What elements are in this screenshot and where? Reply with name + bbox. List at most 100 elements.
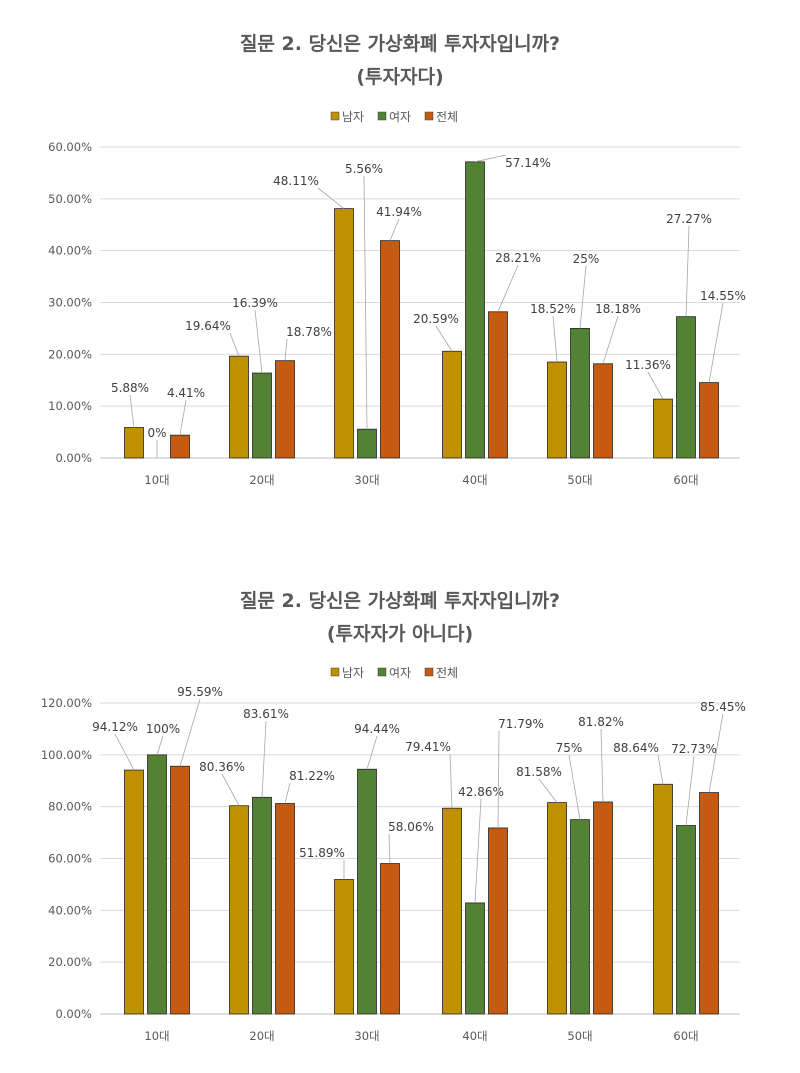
data-label: 16.39%: [232, 296, 278, 310]
data-label: 42.86%: [458, 785, 504, 799]
bar: [593, 801, 613, 1015]
x-tick-label: 50대: [567, 473, 592, 487]
x-tick-label: 10대: [144, 473, 169, 487]
legend-label: 남자: [342, 666, 364, 680]
leader-line: [647, 371, 664, 400]
leader-line: [317, 187, 345, 209]
bar: [547, 361, 567, 459]
bar: [653, 783, 673, 1015]
chart-title: 질문 2. 당신은 가상화폐 투자자입니까?: [240, 33, 560, 55]
leader-line: [708, 713, 724, 793]
bar: [252, 796, 272, 1015]
bar: [229, 355, 249, 459]
bar: [357, 768, 377, 1015]
y-tick-label: 50.00%: [48, 192, 92, 206]
bar: [170, 765, 190, 1015]
leader-line: [389, 218, 400, 241]
bar: [124, 769, 144, 1015]
data-label: 18.78%: [286, 325, 332, 339]
legend-swatch: [424, 111, 434, 121]
leader-line: [114, 733, 135, 771]
data-label: 58.06%: [388, 820, 434, 834]
bar: [275, 803, 295, 1015]
leader-line: [179, 698, 201, 767]
chart-title: (투자자가 아니다): [327, 623, 473, 645]
data-label: 27.27%: [666, 212, 712, 226]
legend-label: 전체: [436, 666, 458, 680]
y-tick-label: 40.00%: [48, 903, 92, 917]
data-label: 0%: [147, 426, 166, 440]
legend-swatch: [377, 111, 387, 121]
leader-line: [366, 735, 378, 770]
data-label: 25%: [573, 252, 600, 266]
data-label: 71.79%: [498, 717, 544, 731]
leader-line: [156, 735, 164, 755]
leader-line: [221, 773, 240, 806]
bar: [676, 316, 696, 459]
leader-line: [254, 309, 263, 374]
y-tick-label: 20.00%: [48, 347, 92, 361]
chart-title: 질문 2. 당신은 가상화폐 투자자입니까?: [240, 590, 560, 612]
leader-line: [284, 338, 288, 361]
data-label: 100%: [146, 722, 180, 736]
bar: [593, 363, 613, 459]
bar: [252, 372, 272, 459]
y-tick-label: 40.00%: [48, 244, 92, 258]
y-tick-label: 60.00%: [48, 852, 92, 866]
bar: [380, 863, 400, 1015]
bar: [676, 825, 696, 1015]
leader-line: [685, 225, 690, 317]
chart-title: (투자자다): [356, 66, 443, 88]
bar: [442, 807, 462, 1015]
data-label: 81.82%: [578, 715, 624, 729]
x-tick-label: 30대: [354, 1029, 379, 1043]
bar: [699, 792, 719, 1015]
data-label: 95.59%: [177, 685, 223, 699]
data-label: 18.18%: [595, 302, 641, 316]
x-tick-label: 50대: [567, 1029, 592, 1043]
data-label: 41.94%: [376, 205, 422, 219]
data-label: 28.21%: [495, 251, 541, 265]
bar: [170, 434, 190, 459]
x-tick-label: 60대: [673, 1029, 698, 1043]
data-label: 72.73%: [671, 742, 717, 756]
y-tick-label: 10.00%: [48, 399, 92, 413]
bar: [334, 208, 354, 459]
bar: [275, 360, 295, 459]
legend-swatch: [330, 667, 340, 677]
bar: [699, 382, 719, 459]
bar: [547, 802, 567, 1015]
data-label: 83.61%: [243, 707, 289, 721]
bar: [488, 827, 508, 1015]
y-tick-label: 0.00%: [55, 451, 92, 465]
leader-line: [363, 175, 368, 430]
y-tick-label: 20.00%: [48, 955, 92, 969]
legend-label: 전체: [436, 110, 458, 124]
leader-line: [600, 728, 604, 802]
legend-label: 여자: [389, 110, 411, 124]
chart-2: 질문 2. 당신은 가상화폐 투자자입니까? (투자자가 아니다) 남자 여자 전체 0.…: [41, 590, 746, 1043]
data-label: 81.58%: [516, 765, 562, 779]
x-tick-label: 20대: [249, 473, 274, 487]
y-tick-label: 80.00%: [48, 800, 92, 814]
data-label: 14.55%: [700, 289, 746, 303]
data-label: 5.56%: [345, 162, 383, 176]
data-label: 94.44%: [354, 722, 400, 736]
bar: [653, 398, 673, 459]
data-label: 51.89%: [299, 846, 345, 860]
leader-line: [261, 720, 267, 798]
bar: [465, 161, 485, 459]
x-tick-label: 20대: [249, 1029, 274, 1043]
bar: [570, 328, 590, 459]
data-label: 88.64%: [613, 741, 659, 755]
bar: [488, 311, 508, 459]
leader-line: [708, 302, 724, 383]
leader-line: [474, 154, 507, 163]
leader-line: [179, 399, 187, 436]
legend-label: 남자: [342, 110, 364, 124]
leader-line: [579, 265, 587, 329]
data-label: 18.52%: [530, 302, 576, 316]
data-label: 80.36%: [199, 760, 245, 774]
leader-line: [449, 753, 453, 809]
leader-line: [538, 778, 558, 803]
